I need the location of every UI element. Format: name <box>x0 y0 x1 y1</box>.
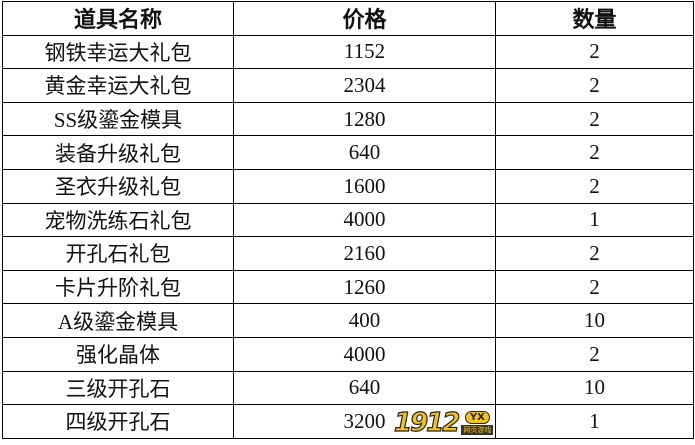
cell-quantity: 2 <box>495 168 694 204</box>
cell-quantity: 2 <box>495 236 694 271</box>
table-row: 卡片升阶礼包 1260 2 <box>2 269 694 305</box>
cell-price: 1280 <box>233 101 496 137</box>
logo-sub: 网页游戏 <box>461 425 494 435</box>
table-row: 黄金幸运大礼包 2304 2 <box>2 68 694 103</box>
cell-item-name: 三级开孔石 <box>2 370 234 406</box>
table-row: A级鎏金模具 400 10 <box>2 303 694 338</box>
cell-price: 4000 <box>233 336 496 372</box>
logo-number: 1912 <box>393 408 461 438</box>
cell-quantity: 1 <box>495 404 694 439</box>
cell-item-name: 钢铁幸运大礼包 <box>2 34 234 70</box>
cell-price: 2304 <box>233 68 496 103</box>
cell-price: 640 <box>233 370 496 406</box>
cell-quantity: 2 <box>495 101 694 137</box>
cell-price: 2160 <box>233 236 496 271</box>
table-row: SS级鎏金模具 1280 2 <box>2 101 694 137</box>
table-row: 强化晶体 4000 2 <box>2 336 694 372</box>
cell-item-name: A级鎏金模具 <box>2 303 234 338</box>
table-row: 宠物洗练石礼包 4000 1 <box>2 202 694 238</box>
table-row: 装备升级礼包 640 2 <box>2 135 694 170</box>
cell-quantity: 2 <box>495 135 694 170</box>
cell-price: 640 <box>233 135 496 170</box>
cell-quantity: 10 <box>495 303 694 338</box>
cell-item-name: 卡片升阶礼包 <box>2 269 234 305</box>
header-price: 价格 <box>233 1 496 36</box>
cell-item-name: 装备升级礼包 <box>2 135 234 170</box>
cell-item-name: 强化晶体 <box>2 336 234 372</box>
logo-badge: YX 网页游戏 <box>461 411 494 435</box>
header-quantity: 数量 <box>495 1 694 36</box>
cell-price: 4000 <box>233 202 496 238</box>
header-row: 道具名称 价格 数量 <box>2 1 694 36</box>
cell-price: 1152 <box>233 34 496 70</box>
table-row: 四级开孔石 3200 1 <box>2 404 694 439</box>
cell-price: 1600 <box>233 168 496 204</box>
cell-item-name: 黄金幸运大礼包 <box>2 68 234 103</box>
cell-quantity: 10 <box>495 370 694 406</box>
header-item-name: 道具名称 <box>2 1 234 36</box>
cell-item-name: 宠物洗练石礼包 <box>2 202 234 238</box>
cell-quantity: 2 <box>495 336 694 372</box>
cell-price: 1260 <box>233 269 496 305</box>
cell-price: 400 <box>233 303 496 338</box>
cell-item-name: SS级鎏金模具 <box>2 101 234 137</box>
table-row: 开孔石礼包 2160 2 <box>2 236 694 271</box>
cell-item-name: 开孔石礼包 <box>2 236 234 271</box>
cell-quantity: 2 <box>495 269 694 305</box>
cell-quantity: 2 <box>495 68 694 103</box>
cell-price: 3200 <box>233 404 496 439</box>
table-row: 钢铁幸运大礼包 1152 2 <box>2 34 694 70</box>
table-row: 圣衣升级礼包 1600 2 <box>2 168 694 204</box>
cell-quantity: 2 <box>495 34 694 70</box>
logo-yx: YX <box>464 411 490 424</box>
table-row: 三级开孔石 640 10 <box>2 370 694 406</box>
watermark-logo: 1912 YX 网页游戏 <box>393 408 494 438</box>
cell-item-name: 四级开孔石 <box>2 404 234 439</box>
cell-quantity: 1 <box>495 202 694 238</box>
cell-item-name: 圣衣升级礼包 <box>2 168 234 204</box>
